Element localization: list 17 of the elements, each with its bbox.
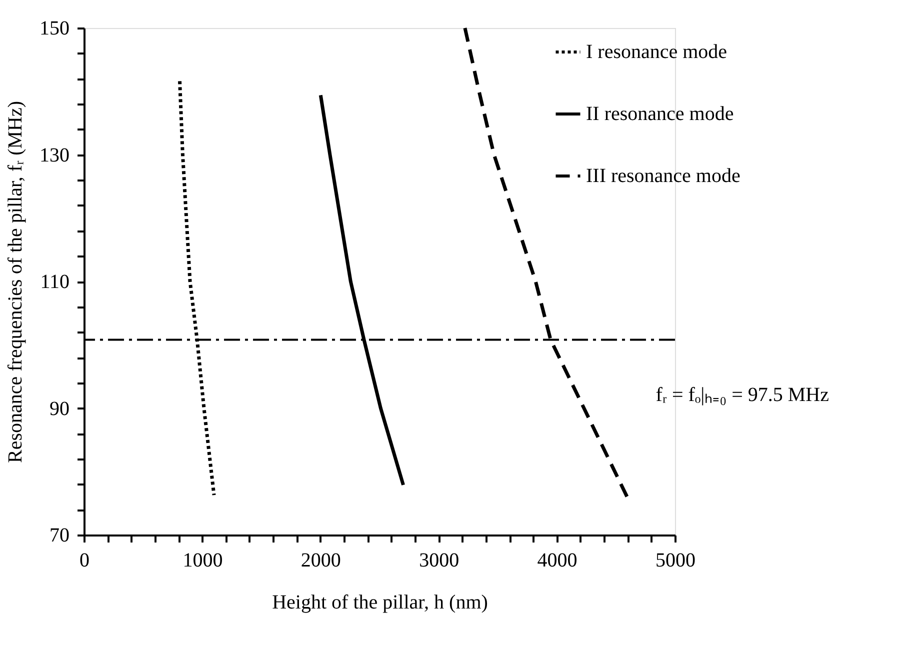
x-axis-title: Height of the pillar, h (nm) [272,592,488,614]
x-tick-label: 2000 [300,550,341,572]
annotation: fᵣ = fₒ|ₕ₌₀ = 97.5 MHz [656,384,830,406]
x-tick-label: 4000 [537,550,578,572]
legend-label: III resonance mode [586,165,740,187]
legend-label: II resonance mode [586,103,734,125]
legend-label: I resonance mode [586,41,728,63]
x-tick-label: 1000 [182,550,223,572]
x-tick-label: 3000 [419,550,460,572]
y-tick-label: 90 [50,398,70,420]
y-tick-label: 150 [40,18,70,40]
y-tick-label: 130 [40,144,70,166]
y-tick-label: 110 [40,271,70,293]
y-tick-label: 70 [50,524,70,546]
x-tick-label: 5000 [656,550,696,572]
x-tick-label: 0 [80,550,90,572]
y-axis-title: Resonance frequencies of the pillar, fᵣ (MHz) [4,101,26,463]
